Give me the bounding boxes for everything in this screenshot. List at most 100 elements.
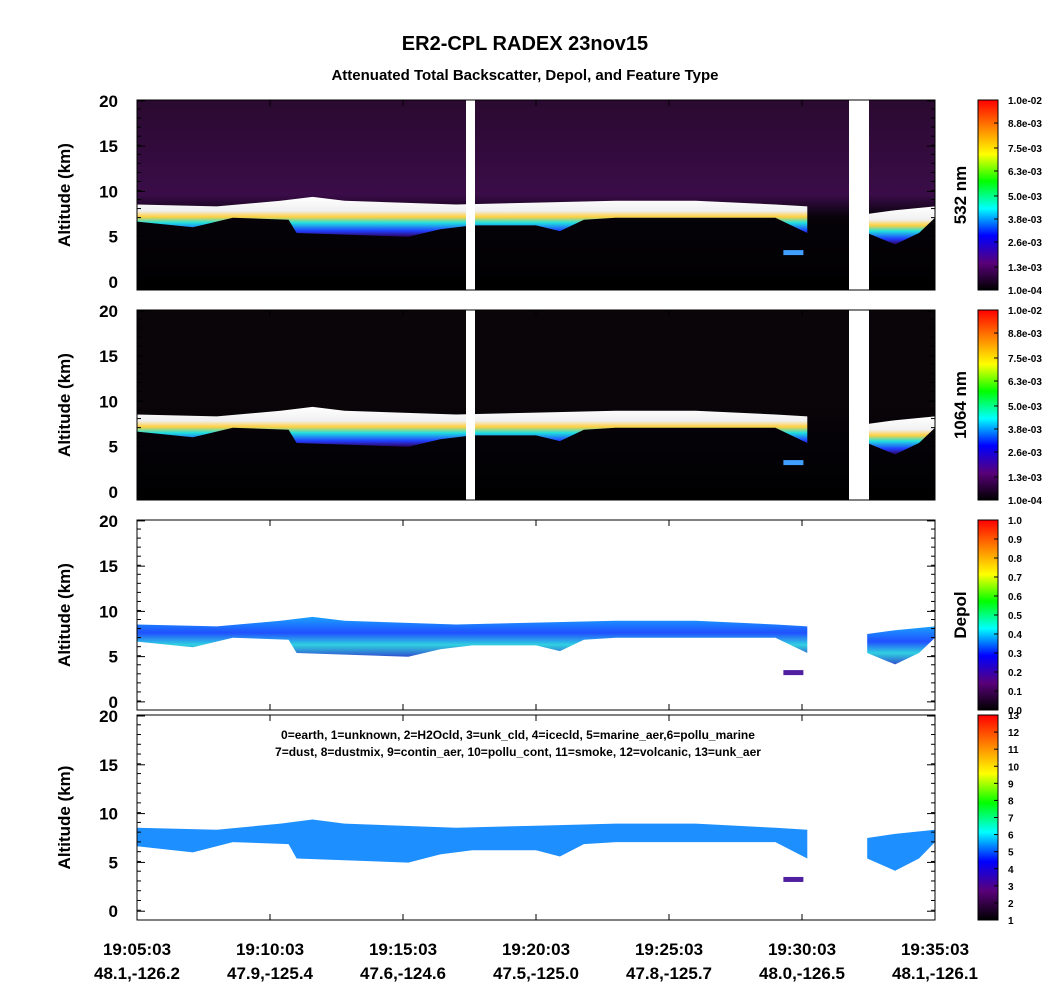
y-tick-label: 20 (99, 302, 118, 321)
y-tick-label: 10 (99, 182, 118, 201)
colorbar-tick-label: 2.6e-03 (1008, 238, 1042, 249)
colorbar-tick-label: 5.0e-03 (1008, 192, 1042, 203)
legend-note: 7=dust, 8=dustmix, 9=contin_aer, 10=poll… (275, 745, 761, 759)
colorbar-tick-label: 6.3e-03 (1008, 377, 1042, 388)
curtain (867, 829, 935, 871)
colorbar-tick-label: 2 (1008, 899, 1014, 910)
colorbar-tick-label: 0.1 (1008, 687, 1022, 698)
x-tick-label: 48.1,-126.1 (892, 964, 978, 983)
colorbar-tick-label: 3 (1008, 882, 1014, 893)
colorbar-tick-label: 4 (1008, 865, 1014, 876)
colorbar-tick-label: 1.0 (1008, 516, 1022, 527)
y-tick-label: 0 (109, 693, 118, 712)
colorbar-tick-label: 0.6 (1008, 592, 1022, 603)
x-tick-label: 47.9,-125.4 (227, 964, 314, 983)
colorbar-tick-label: 0.4 (1008, 630, 1022, 641)
y-tick-label: 5 (109, 438, 118, 457)
data-gap (849, 310, 869, 500)
colorbar-tick-label: 0.8 (1008, 554, 1022, 565)
x-tick-label: 47.8,-125.7 (626, 964, 712, 983)
x-tick-label: 48.1,-126.2 (94, 964, 180, 983)
colorbar-tick-label: 10 (1008, 762, 1020, 773)
colorbar-tick-label: 3.8e-03 (1008, 425, 1042, 436)
y-tick-label: 5 (109, 228, 118, 247)
y-axis-label: Altitude (km) (55, 143, 74, 247)
colorbar-tick-label: 1.3e-03 (1008, 473, 1042, 484)
data-gap (849, 100, 869, 290)
colorbar-tick-label: 1.0e-04 (1008, 286, 1042, 297)
legend-note: 0=earth, 1=unknown, 2=H2Ocld, 3=unk_cld,… (281, 728, 755, 742)
colorbar-tick-label: 1.0e-04 (1008, 496, 1042, 507)
y-axis-label: Altitude (km) (55, 766, 74, 870)
x-tick-label: 19:30:03 (768, 940, 836, 959)
colorbar-tick-label: 5.0e-03 (1008, 402, 1042, 413)
curtain (867, 626, 935, 665)
data-gap (466, 310, 475, 500)
colorbar-label: Depol (951, 591, 970, 638)
colorbar-tick-label: 8.8e-03 (1008, 329, 1042, 340)
colorbar-tick-label: 7 (1008, 814, 1014, 825)
x-tick-label: 47.6,-124.6 (360, 964, 446, 983)
colorbar-tick-label: 0.3 (1008, 649, 1022, 660)
x-tick-label: 48.0,-126.5 (759, 964, 845, 983)
y-tick-label: 5 (109, 853, 118, 872)
y-tick-label: 0 (109, 273, 118, 292)
panel: 0 5 10 15 20 Altitude (km) 1.0 0.9 0.8 0.7 0.6 0.5 0… (55, 512, 1022, 717)
y-tick-label: 15 (99, 756, 118, 775)
colorbar-tick-label: 6.3e-03 (1008, 167, 1042, 178)
curtain (137, 819, 808, 863)
panel: 0 5 10 15 20 Altitude (km) 1.0e-02 8.8e-03 7.5e-… (55, 302, 1042, 507)
curtain-fragment (783, 670, 804, 676)
y-tick-label: 15 (99, 347, 118, 366)
colorbar-tick-label: 1.0e-02 (1008, 306, 1042, 317)
y-tick-label: 15 (99, 557, 118, 576)
x-tick-label: 19:10:03 (236, 940, 304, 959)
y-tick-label: 10 (99, 392, 118, 411)
colorbar-label: 1064 nm (951, 371, 970, 439)
data-gap (466, 100, 475, 290)
colorbar-tick-label: 1.3e-03 (1008, 263, 1042, 274)
y-tick-label: 0 (109, 483, 118, 502)
colorbar-tick-label: 8.8e-03 (1008, 119, 1042, 130)
colorbar-tick-label: 8 (1008, 796, 1014, 807)
x-tick-label: 19:35:03 (901, 940, 969, 959)
colorbar-tick-label: 1.0e-02 (1008, 96, 1042, 107)
y-tick-label: 10 (99, 805, 118, 824)
y-tick-label: 15 (99, 137, 118, 156)
curtain-fragment (783, 460, 804, 466)
chart-title: ER2-CPL RADEX 23nov15 (402, 33, 648, 55)
chart-subtitle: Attenuated Total Backscatter, Depol, and… (331, 67, 718, 84)
plot-background (137, 310, 935, 500)
x-tick-label: 47.5,-125.0 (493, 964, 579, 983)
colorbar-tick-label: 6 (1008, 831, 1014, 842)
colorbar (977, 309, 999, 501)
colorbar-tick-label: 0.0 (1008, 706, 1022, 717)
panel: 0 5 10 15 20 Altitude (km) 1.0e-02 8.8e-03 7.5e-… (55, 92, 1042, 297)
plot-background (137, 100, 935, 290)
curtain-fragment (783, 250, 804, 256)
y-tick-label: 10 (99, 602, 118, 621)
plot-frame (136, 519, 936, 711)
curtain-fragment (783, 876, 804, 882)
colorbar-tick-label: 1 (1008, 916, 1014, 927)
colorbar-tick-label: 7.5e-03 (1008, 354, 1042, 365)
colorbar (977, 99, 999, 291)
colorbar-tick-label: 2.6e-03 (1008, 448, 1042, 459)
y-tick-label: 5 (109, 648, 118, 667)
colorbar-tick-label: 7.5e-03 (1008, 144, 1042, 155)
curtain (867, 206, 935, 245)
colorbar-tick-label: 3.8e-03 (1008, 215, 1042, 226)
colorbar-tick-label: 0.9 (1008, 535, 1022, 546)
colorbar-tick-label: 5 (1008, 848, 1014, 859)
y-tick-label: 0 (109, 902, 118, 921)
colorbar-tick-label: 11 (1008, 745, 1019, 756)
x-tick-label: 19:20:03 (502, 940, 570, 959)
colorbar-tick-label: 12 (1008, 728, 1020, 739)
colorbar-tick-label: 13 (1008, 711, 1020, 722)
colorbar-tick-label: 0.5 (1008, 611, 1022, 622)
colorbar-tick-label: 0.7 (1008, 573, 1022, 584)
y-axis-label: Altitude (km) (55, 563, 74, 667)
colorbar-tick-label: 9 (1008, 779, 1014, 790)
